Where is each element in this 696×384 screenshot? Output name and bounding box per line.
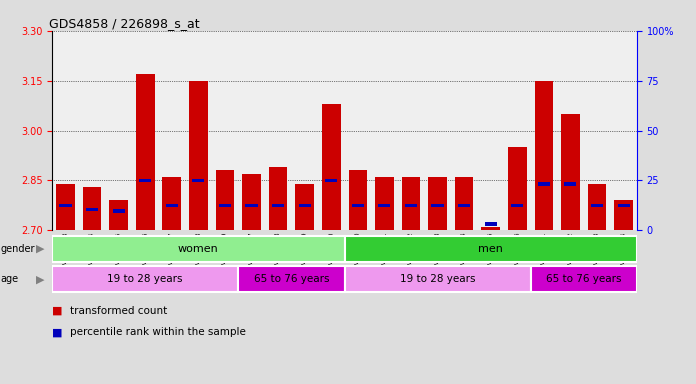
Bar — [52, 236, 345, 262]
Bar — [269, 167, 287, 230]
Bar — [238, 266, 345, 292]
Bar — [397, 31, 425, 230]
Bar — [477, 31, 504, 230]
Bar — [508, 147, 527, 230]
Bar — [564, 182, 576, 185]
Bar — [219, 204, 231, 207]
Bar — [56, 184, 74, 230]
Text: 65 to 76 years: 65 to 76 years — [253, 274, 329, 285]
Text: GDS4858 / 226898_s_at: GDS4858 / 226898_s_at — [49, 17, 200, 30]
Bar — [345, 31, 371, 230]
Text: ■: ■ — [52, 306, 63, 316]
Text: women: women — [178, 243, 219, 254]
Bar — [242, 174, 261, 230]
Bar — [591, 204, 603, 207]
Bar — [136, 74, 155, 230]
Text: ■: ■ — [52, 327, 63, 337]
Bar — [345, 236, 637, 262]
Bar — [299, 204, 310, 207]
Text: 65 to 76 years: 65 to 76 years — [546, 274, 622, 285]
Bar — [325, 179, 338, 182]
Bar — [264, 31, 292, 230]
Bar — [246, 204, 258, 207]
Bar — [295, 184, 314, 230]
Bar — [538, 182, 550, 185]
Bar — [83, 187, 102, 230]
Bar — [428, 177, 447, 230]
Bar — [504, 31, 530, 230]
Bar — [375, 177, 394, 230]
Bar — [52, 266, 238, 292]
Bar — [561, 114, 580, 230]
Bar — [511, 204, 523, 207]
Bar — [557, 31, 584, 230]
Bar — [113, 209, 125, 213]
Bar — [86, 208, 98, 211]
Bar — [484, 222, 497, 225]
Bar — [59, 204, 72, 207]
Text: 19 to 28 years: 19 to 28 years — [107, 274, 183, 285]
Bar — [615, 200, 633, 230]
Bar — [587, 184, 606, 230]
Bar — [238, 31, 264, 230]
Bar — [139, 179, 151, 182]
Bar — [405, 204, 417, 207]
Bar — [192, 179, 205, 182]
Bar — [371, 31, 397, 230]
Bar — [610, 31, 637, 230]
Bar — [451, 31, 477, 230]
Text: gender: gender — [1, 243, 35, 254]
Bar — [109, 200, 128, 230]
Bar — [351, 204, 364, 207]
Bar — [292, 31, 318, 230]
Bar — [535, 81, 553, 230]
Bar — [530, 31, 557, 230]
Bar — [212, 31, 238, 230]
Bar — [162, 177, 181, 230]
Bar — [432, 204, 443, 207]
Bar — [322, 104, 340, 230]
Text: 19 to 28 years: 19 to 28 years — [400, 274, 475, 285]
Text: ▶: ▶ — [36, 243, 45, 254]
Bar — [379, 204, 390, 207]
Bar — [530, 266, 637, 292]
Bar — [189, 81, 207, 230]
Bar — [345, 266, 530, 292]
Text: men: men — [478, 243, 503, 254]
Text: transformed count: transformed count — [70, 306, 167, 316]
Text: ▶: ▶ — [36, 274, 45, 285]
Bar — [454, 177, 473, 230]
Bar — [185, 31, 212, 230]
Bar — [132, 31, 159, 230]
Bar — [272, 204, 284, 207]
Bar — [425, 31, 451, 230]
Bar — [482, 227, 500, 230]
Bar — [159, 31, 185, 230]
Bar — [105, 31, 132, 230]
Bar — [318, 31, 345, 230]
Bar — [166, 204, 178, 207]
Bar — [584, 31, 610, 230]
Text: percentile rank within the sample: percentile rank within the sample — [70, 327, 246, 337]
Bar — [402, 177, 420, 230]
Text: age: age — [1, 274, 19, 285]
Bar — [458, 204, 470, 207]
Bar — [349, 170, 367, 230]
Bar — [617, 204, 630, 207]
Bar — [52, 31, 79, 230]
Bar — [79, 31, 105, 230]
Bar — [216, 170, 235, 230]
